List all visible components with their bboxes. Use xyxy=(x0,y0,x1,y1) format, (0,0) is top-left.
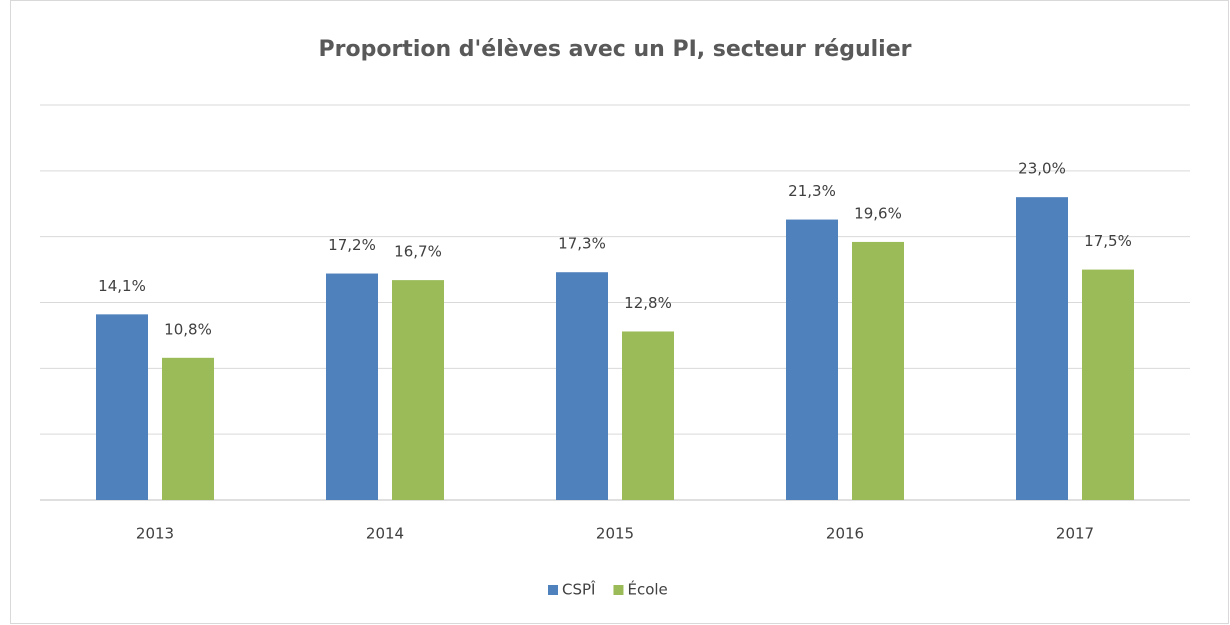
data-label: 17,5% xyxy=(1084,232,1132,250)
legend-label: École xyxy=(627,580,667,599)
bar xyxy=(162,357,214,500)
bar xyxy=(556,272,608,500)
data-label: 12,8% xyxy=(624,294,672,312)
data-label: 14,1% xyxy=(98,277,146,295)
bar xyxy=(392,280,444,500)
data-label: 17,2% xyxy=(328,236,376,254)
bar xyxy=(326,273,378,500)
chart-title: Proportion d'élèves avec un PI, secteur … xyxy=(319,37,912,62)
x-tick-label: 2017 xyxy=(1056,525,1094,543)
data-label: 17,3% xyxy=(558,235,606,253)
legend-label: CSPÎ xyxy=(562,580,596,599)
x-tick-label: 2015 xyxy=(596,525,634,543)
legend-swatch xyxy=(548,585,558,595)
data-label: 23,0% xyxy=(1018,160,1066,178)
x-tick-label: 2014 xyxy=(366,525,404,543)
bar xyxy=(852,241,904,500)
data-label: 19,6% xyxy=(854,204,902,222)
x-tick-label: 2013 xyxy=(136,525,174,543)
bar xyxy=(786,219,838,501)
x-tick-label: 2016 xyxy=(826,525,864,543)
bar xyxy=(96,314,148,500)
data-label: 10,8% xyxy=(164,320,212,338)
data-label: 16,7% xyxy=(394,243,442,261)
bar xyxy=(1082,269,1134,500)
legend-swatch xyxy=(613,585,624,595)
bar xyxy=(622,331,674,500)
bar xyxy=(1016,197,1068,500)
data-label: 21,3% xyxy=(788,182,836,200)
